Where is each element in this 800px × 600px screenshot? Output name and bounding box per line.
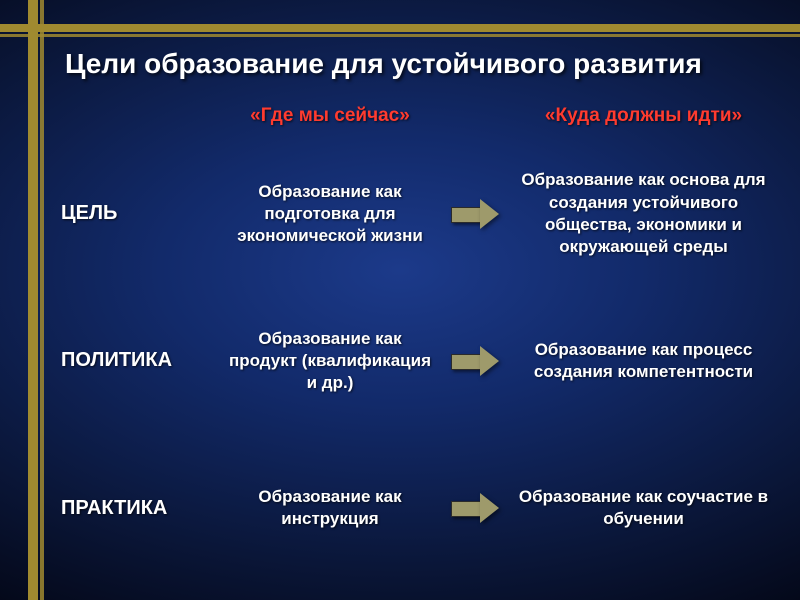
arrow-icon bbox=[451, 199, 499, 229]
row-label-goal: ЦЕЛЬ bbox=[55, 202, 215, 225]
cell-goal-future: Образование как основа для создания усто… bbox=[505, 163, 782, 263]
cell-goal-now: Образование как подготовка для экономиче… bbox=[215, 175, 445, 253]
slide-title: Цели образование для устойчивого развити… bbox=[65, 48, 782, 80]
decor-horizontal-bar-thin bbox=[0, 34, 800, 37]
slide: Цели образование для устойчивого развити… bbox=[0, 0, 800, 600]
header-now: «Где мы сейчас» bbox=[215, 105, 445, 127]
arrow-icon bbox=[451, 346, 499, 376]
arrow-practice bbox=[445, 493, 505, 523]
header-future: «Куда должны идти» bbox=[505, 105, 782, 127]
cell-policy-now: Образование как продукт (квалификация и … bbox=[215, 322, 445, 400]
row-label-policy: ПОЛИТИКА bbox=[55, 349, 215, 372]
decor-horizontal-bar bbox=[0, 24, 800, 32]
cell-practice-future: Образование как соучастие в обучении bbox=[505, 480, 782, 536]
row-label-practice: ПРАКТИКА bbox=[55, 497, 215, 520]
arrow-goal bbox=[445, 199, 505, 229]
arrow-policy bbox=[445, 346, 505, 376]
content-area: Цели образование для устойчивого развити… bbox=[55, 48, 782, 582]
comparison-table: «Где мы сейчас» «Куда должны идти» ЦЕЛЬ … bbox=[55, 92, 782, 582]
cell-practice-now: Образование как инструкция bbox=[215, 480, 445, 536]
decor-vertical-bar-thin bbox=[40, 0, 44, 600]
decor-vertical-bar bbox=[28, 0, 38, 600]
arrow-icon bbox=[451, 493, 499, 523]
cell-policy-future: Образование как процесс создания компете… bbox=[505, 333, 782, 389]
